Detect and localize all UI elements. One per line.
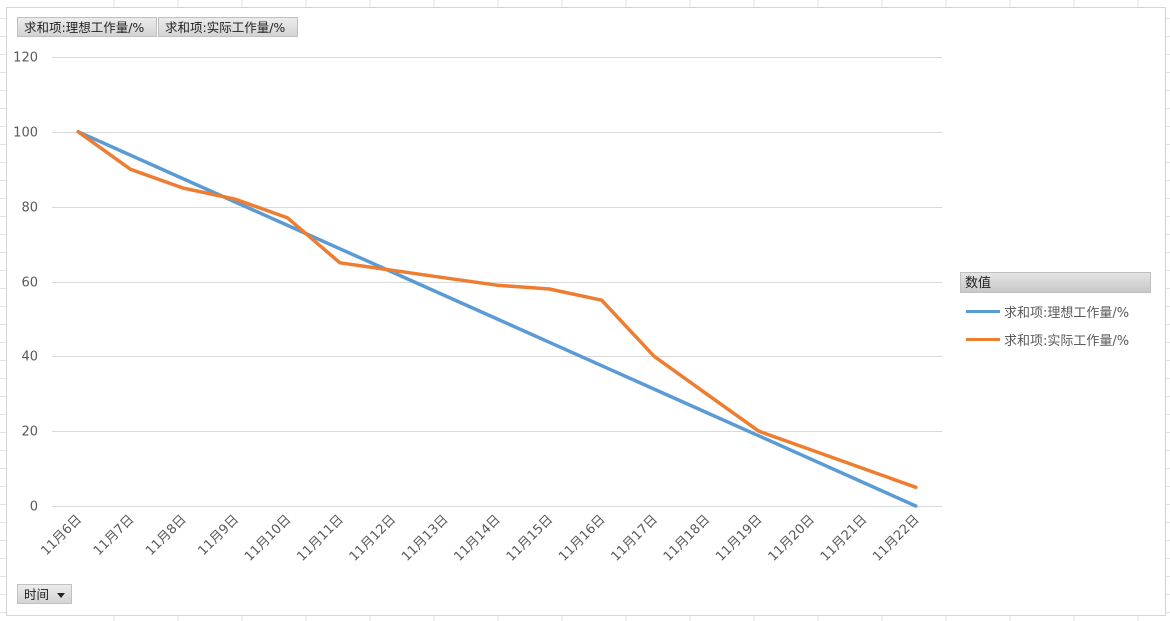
y-axis[interactable]: 0 20 40 60 80 100 120 (13, 51, 38, 515)
legend-swatch-actual (966, 337, 1000, 341)
legend-label-ideal: 求和项:理想工作量/% (1004, 305, 1130, 321)
x-tick-label: 11月14日 (451, 512, 503, 564)
legend-title[interactable]: 数值 (960, 272, 1151, 293)
legend-label-actual: 求和项:实际工作量/% (1004, 333, 1130, 349)
legend-entry-ideal[interactable]: 求和项:理想工作量/% (966, 297, 1129, 325)
chart-legend[interactable]: 求和项:理想工作量/% 求和项:实际工作量/% (966, 297, 1129, 353)
y-tick-label: 100 (13, 126, 38, 141)
chevron-down-icon[interactable] (57, 593, 66, 598)
x-tick-label: 11月7日 (91, 512, 138, 559)
legend-swatch-ideal (966, 309, 1000, 313)
axis-field-button[interactable]: 时间 (17, 584, 72, 604)
x-axis[interactable]: 11月6日 11月7日 11月8日 11月9日 11月10日 11月11日 11月12日 11… (38, 512, 922, 564)
x-tick-label: 11月10日 (242, 512, 294, 564)
x-tick-label: 11月12日 (347, 512, 399, 564)
x-tick-label: 11月11日 (294, 512, 346, 564)
x-tick-label: 11月6日 (38, 512, 85, 559)
x-tick-label: 11月8日 (143, 512, 190, 559)
legend-entry-actual[interactable]: 求和项:实际工作量/% (966, 325, 1129, 353)
x-tick-label: 11月9日 (196, 512, 243, 559)
y-tick-label: 80 (21, 201, 38, 216)
x-tick-label: 11月16日 (556, 512, 608, 564)
x-tick-label: 11月19日 (713, 512, 765, 564)
chart-plot-area: 0 20 40 60 80 100 120 11月6日 11月7日 11月8日 11月9日 11月10… (13, 51, 942, 565)
x-tick-label: 11月17日 (608, 512, 660, 564)
series-line-ideal[interactable] (76, 130, 918, 508)
value-field-button-ideal[interactable]: 求和项:理想工作量/% (17, 17, 157, 37)
axis-field-label: 时间 (24, 587, 50, 602)
x-tick-label: 11月15日 (504, 512, 556, 564)
y-tick-label: 0 (30, 500, 38, 515)
x-tick-label: 11月22日 (870, 512, 922, 564)
gridlines (52, 57, 942, 507)
y-tick-label: 20 (21, 425, 38, 440)
y-tick-label: 120 (13, 51, 38, 66)
y-tick-label: 60 (21, 276, 38, 291)
x-tick-label: 11月13日 (399, 512, 451, 564)
series-line-actual[interactable] (76, 130, 918, 490)
value-field-button-actual[interactable]: 求和项:实际工作量/% (158, 17, 298, 37)
x-tick-label: 11月21日 (818, 512, 870, 564)
x-tick-label: 11月20日 (766, 512, 818, 564)
y-tick-label: 40 (21, 350, 38, 365)
x-tick-label: 11月18日 (661, 512, 713, 564)
